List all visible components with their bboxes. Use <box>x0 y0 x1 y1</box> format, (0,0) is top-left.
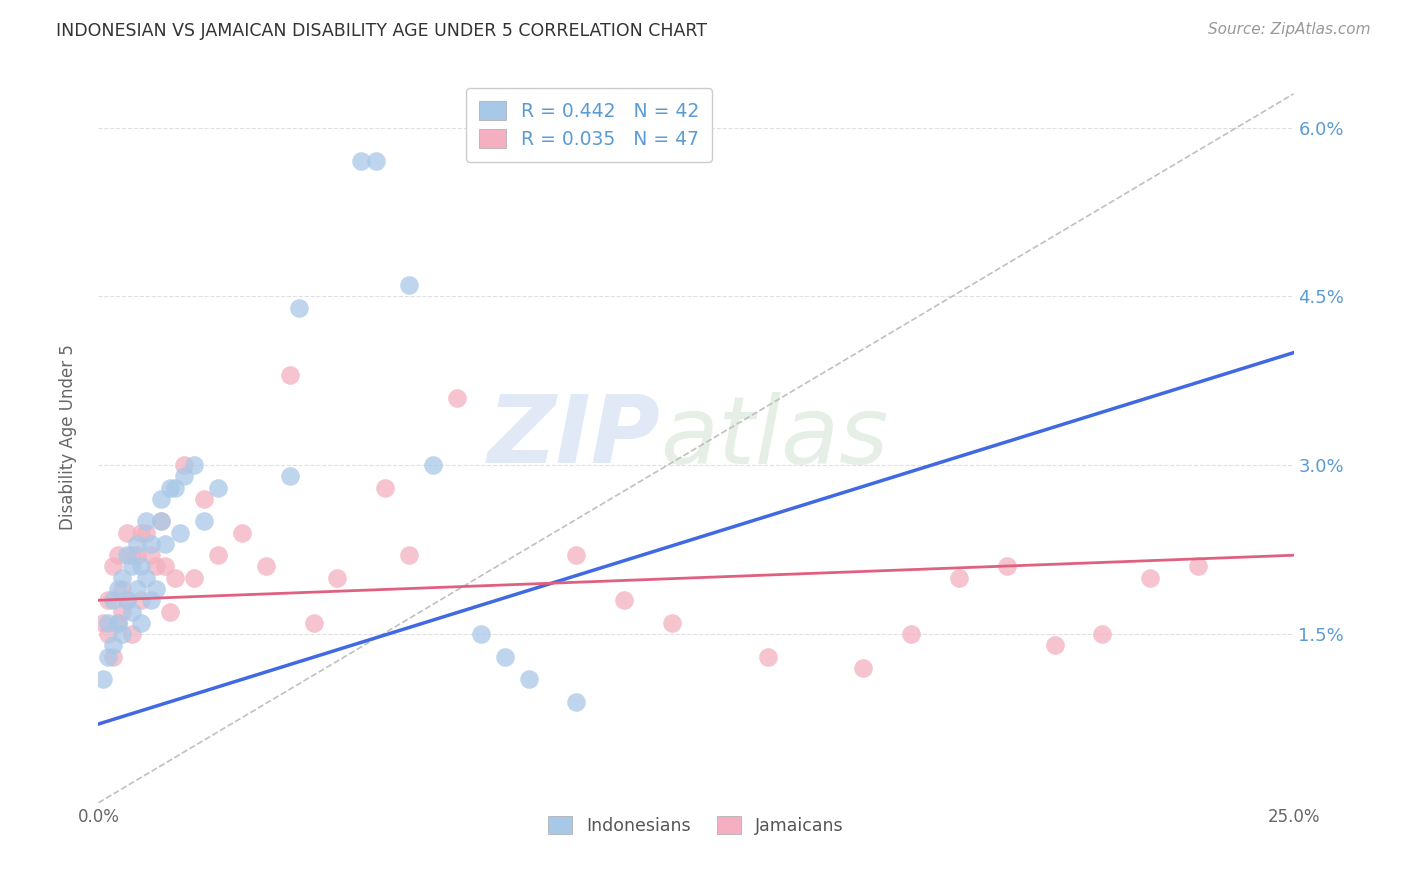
Point <box>107 582 129 596</box>
Point <box>101 559 124 574</box>
Point <box>163 481 186 495</box>
Point <box>121 627 143 641</box>
Text: ZIP: ZIP <box>488 391 661 483</box>
Point <box>97 627 120 641</box>
Point <box>183 571 205 585</box>
Point <box>288 301 311 315</box>
Point <box>111 605 134 619</box>
Point <box>115 525 138 540</box>
Point <box>107 548 129 562</box>
Point <box>207 548 229 562</box>
Point <box>101 593 124 607</box>
Point <box>111 627 134 641</box>
Text: Source: ZipAtlas.com: Source: ZipAtlas.com <box>1208 22 1371 37</box>
Point <box>398 278 420 293</box>
Point <box>193 515 215 529</box>
Point <box>494 649 516 664</box>
Point <box>115 593 138 607</box>
Point <box>149 491 172 506</box>
Point <box>398 548 420 562</box>
Point <box>173 469 195 483</box>
Point <box>756 649 779 664</box>
Point <box>900 627 922 641</box>
Point <box>1091 627 1114 641</box>
Point <box>135 525 157 540</box>
Point <box>115 593 138 607</box>
Point <box>149 515 172 529</box>
Point <box>169 525 191 540</box>
Point <box>159 481 181 495</box>
Point <box>139 548 162 562</box>
Point <box>155 537 177 551</box>
Point <box>231 525 253 540</box>
Point <box>350 154 373 169</box>
Point <box>121 548 143 562</box>
Point <box>139 537 162 551</box>
Point <box>278 469 301 483</box>
Point <box>97 649 120 664</box>
Point <box>364 154 387 169</box>
Point <box>446 391 468 405</box>
Point <box>374 481 396 495</box>
Point <box>149 515 172 529</box>
Point <box>135 515 157 529</box>
Point <box>326 571 349 585</box>
Point <box>139 593 162 607</box>
Point <box>145 559 167 574</box>
Point <box>125 582 148 596</box>
Point <box>1187 559 1209 574</box>
Point <box>131 593 153 607</box>
Point <box>101 638 124 652</box>
Point <box>121 559 143 574</box>
Point <box>155 559 177 574</box>
Point <box>207 481 229 495</box>
Point <box>183 458 205 473</box>
Point <box>107 615 129 630</box>
Point <box>995 559 1018 574</box>
Point <box>173 458 195 473</box>
Point <box>613 593 636 607</box>
Point <box>107 615 129 630</box>
Point <box>254 559 277 574</box>
Point <box>135 571 157 585</box>
Point <box>131 559 153 574</box>
Point <box>131 525 153 540</box>
Text: INDONESIAN VS JAMAICAN DISABILITY AGE UNDER 5 CORRELATION CHART: INDONESIAN VS JAMAICAN DISABILITY AGE UN… <box>56 22 707 40</box>
Point <box>661 615 683 630</box>
Point <box>302 615 325 630</box>
Text: atlas: atlas <box>661 392 889 483</box>
Point <box>97 593 120 607</box>
Point <box>111 571 134 585</box>
Point <box>163 571 186 585</box>
Point <box>193 491 215 506</box>
Point <box>91 615 114 630</box>
Point <box>1043 638 1066 652</box>
Point <box>422 458 444 473</box>
Point <box>125 548 148 562</box>
Point <box>517 672 540 686</box>
Point <box>1139 571 1161 585</box>
Point <box>852 661 875 675</box>
Point <box>97 615 120 630</box>
Legend: Indonesians, Jamaicans: Indonesians, Jamaicans <box>541 809 851 842</box>
Point <box>115 548 138 562</box>
Point <box>125 537 148 551</box>
Point <box>278 368 301 383</box>
Point <box>565 694 588 708</box>
Point <box>121 605 143 619</box>
Point <box>111 582 134 596</box>
Point <box>91 672 114 686</box>
Point <box>470 627 492 641</box>
Point <box>948 571 970 585</box>
Point <box>159 605 181 619</box>
Point <box>131 615 153 630</box>
Point <box>565 548 588 562</box>
Point <box>145 582 167 596</box>
Y-axis label: Disability Age Under 5: Disability Age Under 5 <box>59 344 77 530</box>
Point <box>101 649 124 664</box>
